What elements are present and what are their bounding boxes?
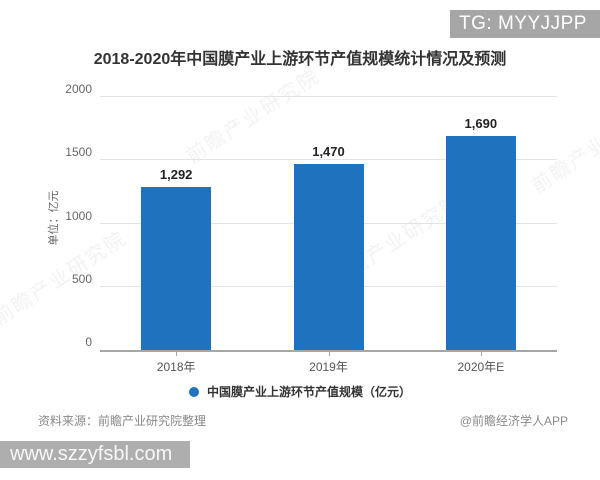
bar-2020年E — [445, 136, 516, 350]
bar-2019年 — [293, 164, 364, 350]
bar-value-label: 1,690 — [464, 116, 498, 132]
x-tick — [480, 352, 482, 356]
x-tick — [176, 352, 178, 356]
x-tick — [328, 352, 330, 356]
y-tick-label: 1000 — [65, 208, 92, 223]
bar-2018年 — [141, 186, 212, 350]
url-watermark-badge: www.szzyfsbl.com — [0, 441, 190, 468]
legend: 中国膜产业上游环节产值规模（亿元） — [0, 383, 600, 400]
x-tick-label: 2019年 — [309, 360, 348, 374]
gridline — [100, 96, 557, 97]
y-tick-label: 0 — [85, 335, 92, 349]
y-tick-label: 2000 — [65, 82, 92, 96]
gridline — [100, 159, 557, 161]
chart-title: 2018-2020年中国膜产业上游环节产值规模统计情况及预测 — [93, 51, 507, 68]
legend-label: 中国膜产业上游环节产值规模（亿元） — [206, 385, 411, 399]
bar-value-label: 1,292 — [159, 166, 193, 182]
app-credit: @前瞻经济学人APP — [459, 414, 568, 428]
legend-marker-icon — [188, 386, 199, 397]
y-tick-label: 500 — [71, 271, 92, 286]
x-tick-label: 2020年E — [457, 360, 505, 374]
x-tick-label: 2018年 — [156, 360, 196, 374]
source-note: 资料来源：前瞻产业研究院整理 — [38, 414, 207, 428]
bar-value-label: 1,470 — [312, 144, 345, 160]
plot-area: 0 500 1000 1500 2000 1,292 2018年 1,470 2019年 1,69… — [65, 82, 557, 374]
tg-watermark-badge: TG: MYYJJPP — [450, 10, 600, 38]
y-tick-label: 1500 — [65, 145, 92, 160]
